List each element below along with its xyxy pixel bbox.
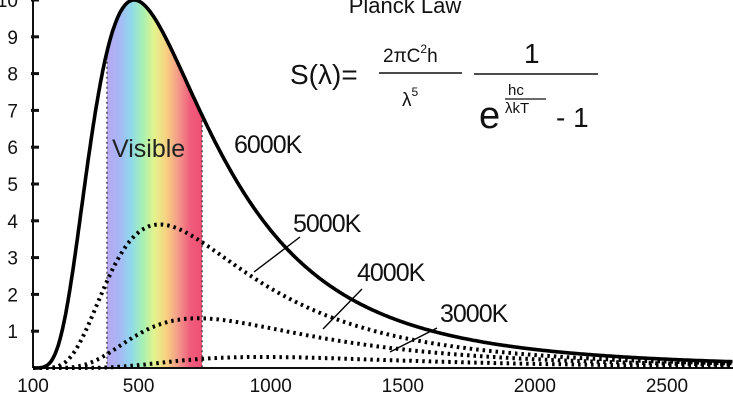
leader-4000k	[322, 288, 363, 330]
series-line-5000k	[33, 222, 733, 370]
labels: Planck Law Visible 6000K 5000K 4000K 300…	[112, 0, 510, 353]
series-label-3000k: 3000K	[440, 300, 509, 328]
equation-num1-base: 2πC	[383, 46, 420, 67]
y-tick-label: 1	[7, 322, 18, 343]
x-tick-label: 2500	[646, 376, 688, 397]
y-tick-label: 8	[7, 65, 18, 86]
y-tick-label: 3	[7, 249, 18, 270]
y-tick-label: 4	[7, 212, 18, 233]
equation-tail: - 1	[556, 102, 589, 133]
series-label-4000k: 4000K	[357, 259, 426, 287]
equation-lhs: S(λ)=	[290, 59, 358, 90]
y-tick-label: 9	[7, 28, 18, 49]
series-label-5000k: 5000K	[293, 210, 362, 238]
y-tick-label: 6	[7, 138, 18, 159]
series-label-6000k: 6000K	[234, 131, 303, 159]
y-tick-label: 7	[7, 101, 18, 122]
series-group	[32, 0, 733, 370]
equation-den1-base: λ	[402, 90, 412, 111]
x-tick-label: 100	[17, 376, 49, 397]
visible-band	[106, 0, 203, 368]
chart-title: Planck Law	[349, 0, 462, 18]
visible-band-label: Visible	[112, 135, 185, 163]
visible-band-fill	[107, 0, 203, 368]
equation-denominator-1: λ5	[402, 85, 419, 111]
x-tick-label: 2000	[514, 376, 556, 397]
y-tick-label: 5	[7, 175, 18, 196]
planck-equation: S(λ)= 2πC2h λ5 1 e hc λkT - 1	[290, 38, 598, 137]
series-line-6000k	[32, 0, 733, 370]
equation-numerator-1: 2πC2h	[383, 42, 438, 67]
y-tick-label: 2	[7, 285, 18, 306]
equation-exp-base: e	[479, 95, 500, 137]
equation-num1-tail: h	[427, 46, 438, 67]
leader-5000k	[253, 236, 301, 273]
y-tick-label: 10	[0, 0, 18, 12]
equation-exp-numerator: hc	[508, 82, 524, 99]
equation-exp-denominator: λkT	[505, 100, 529, 117]
equation-den1-sup: 5	[412, 85, 419, 99]
x-tick-label: 500	[123, 376, 155, 397]
leader-3000k	[389, 327, 438, 353]
x-tick-label: 1000	[250, 376, 292, 397]
equation-num1-sup: 2	[420, 42, 427, 56]
x-tick-label: 1500	[382, 376, 424, 397]
equation-numerator-2: 1	[524, 38, 540, 69]
